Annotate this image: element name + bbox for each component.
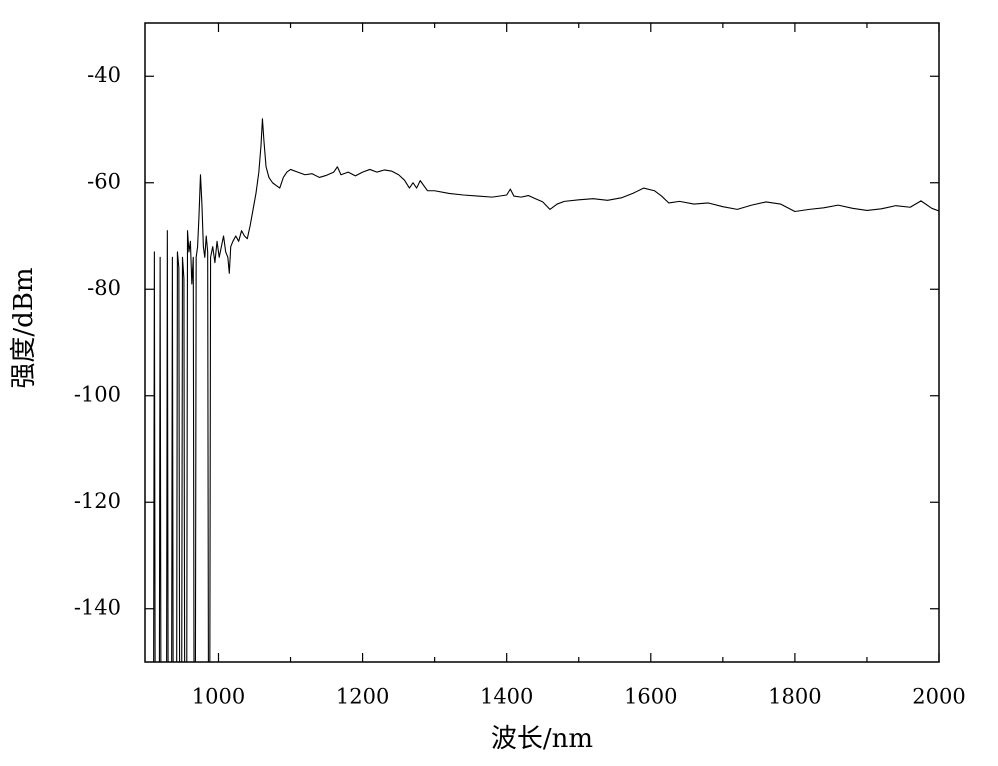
- y-axis-label: 强度/dBm: [9, 267, 39, 388]
- x-axis-label: 波长/nm: [491, 724, 593, 754]
- y-tick-label: -80: [87, 276, 121, 300]
- x-tick-label: 1200: [336, 685, 389, 709]
- y-tick-label: -40: [87, 63, 121, 87]
- x-tick-label: 2000: [912, 685, 965, 709]
- x-tick-label: 1400: [480, 685, 533, 709]
- y-tick-label: -140: [74, 595, 121, 619]
- x-tick-label: 1800: [768, 685, 821, 709]
- y-tick-label: -100: [74, 382, 121, 406]
- x-tick-label: 1000: [192, 685, 245, 709]
- y-tick-label: -120: [74, 489, 121, 513]
- spectrum-line: [150, 118, 939, 662]
- x-tick-label: 1600: [624, 685, 677, 709]
- y-tick-label: -60: [87, 169, 121, 193]
- plot-frame: [144, 22, 940, 663]
- plot-area: [150, 118, 939, 662]
